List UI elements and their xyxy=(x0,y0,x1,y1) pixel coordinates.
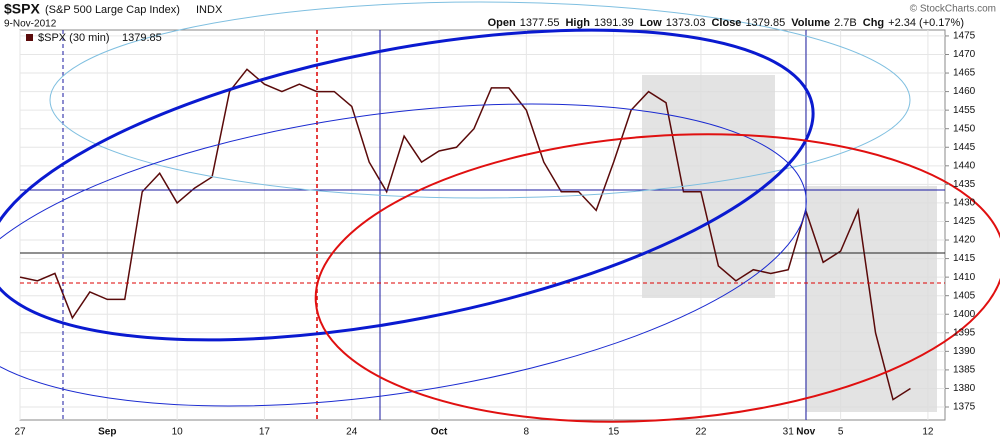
y-tick-label: 1415 xyxy=(953,253,976,264)
y-tick-label: 1475 xyxy=(953,31,976,42)
symbol: $SPX xyxy=(4,1,40,17)
y-tick-label: 1395 xyxy=(953,327,976,338)
exchange: INDX xyxy=(196,4,223,16)
source: © StockCharts.com xyxy=(910,4,996,15)
chart-title: (S&P 500 Large Cap Index) xyxy=(45,4,180,16)
x-tick-label: 22 xyxy=(695,427,707,438)
quote-value: 1391.39 xyxy=(594,17,634,29)
quote-value: 1373.03 xyxy=(666,17,706,29)
y-tick-label: 1390 xyxy=(953,346,976,357)
quote: Open 1377.55 High 1391.39 Low 1373.03 Close 137… xyxy=(488,17,964,29)
quote-value: 2.7B xyxy=(834,17,857,29)
x-tick-label: 17 xyxy=(259,427,271,438)
x-tick-label: 15 xyxy=(608,427,620,438)
price-line xyxy=(19,68,911,401)
quote-label: Volume xyxy=(791,17,830,29)
y-tick-label: 1405 xyxy=(953,290,976,301)
y-tick-label: 1440 xyxy=(953,160,976,171)
x-tick-label: Nov xyxy=(796,427,815,438)
y-tick-label: 1470 xyxy=(953,49,976,60)
date: 9-Nov-2012 xyxy=(4,19,57,30)
plot-frame xyxy=(19,29,946,421)
x-tick-label: 12 xyxy=(922,427,934,438)
x-tick-label: 24 xyxy=(346,427,358,438)
shaded-box xyxy=(806,186,937,412)
quote-label: Close xyxy=(711,17,741,29)
y-tick-label: 1400 xyxy=(953,309,976,320)
quote-value: 1379.85 xyxy=(745,17,785,29)
shaded-box xyxy=(642,75,775,298)
x-tick-label: 31 xyxy=(783,427,795,438)
quote-value: +2.34 (+0.17%) xyxy=(888,17,964,29)
legend-value: 1379.85 xyxy=(122,32,162,44)
quote-label: Chg xyxy=(863,17,884,29)
y-tick-label: 1420 xyxy=(953,235,976,246)
legend-label: $SPX (30 min) xyxy=(38,32,110,44)
y-tick-label: 1375 xyxy=(953,402,976,413)
y-tick-label: 1385 xyxy=(953,365,976,376)
legend: $SPX (30 min) 1379.85 xyxy=(26,32,162,44)
quote-label: Open xyxy=(488,17,516,29)
x-tick-label: 5 xyxy=(838,427,844,438)
y-tick-label: 1450 xyxy=(953,123,976,134)
y-tick-label: 1380 xyxy=(953,383,976,394)
x-tick-label: 8 xyxy=(524,427,530,438)
quote-label: High xyxy=(565,17,590,29)
x-tick-label: 27 xyxy=(14,427,26,438)
y-tick-label: 1410 xyxy=(953,272,976,283)
x-tick-label: 10 xyxy=(172,427,184,438)
quote-label: Low xyxy=(640,17,662,29)
y-tick-label: 1435 xyxy=(953,179,976,190)
y-tick-label: 1430 xyxy=(953,198,976,209)
x-tick-label: Oct xyxy=(431,427,448,438)
y-tick-label: 1460 xyxy=(953,86,976,97)
x-tick-label: Sep xyxy=(98,427,116,438)
y-tick-label: 1425 xyxy=(953,216,976,227)
quote-value: 1377.55 xyxy=(520,17,560,29)
y-tick-label: 1455 xyxy=(953,105,976,116)
y-tick-label: 1445 xyxy=(953,142,976,153)
y-tick-label: 1465 xyxy=(953,68,976,79)
